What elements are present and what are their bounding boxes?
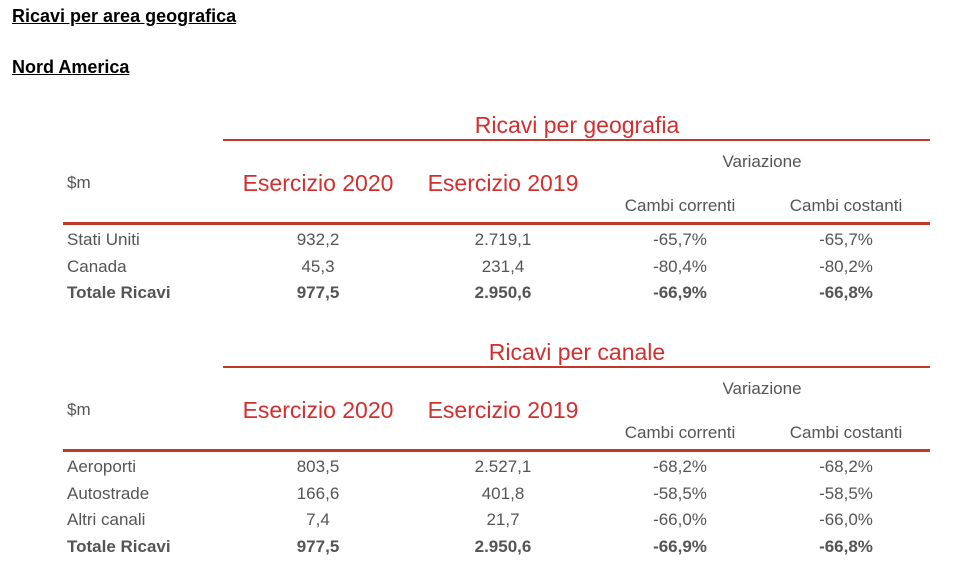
value-2019: 2.527,1	[474, 457, 532, 476]
change-current-fx: -65,7%	[653, 230, 707, 249]
region-heading: Nord America	[12, 57, 130, 77]
value-2020: 7,4	[306, 510, 330, 529]
value-2020: 803,5	[296, 457, 340, 476]
page-heading: Ricavi per area geografica	[12, 6, 237, 26]
unit-label: $m	[67, 400, 91, 419]
change-constant-fx: -65,7%	[819, 230, 873, 249]
unit-label: $m	[67, 173, 91, 192]
value-2019: 2.950,6	[474, 536, 532, 556]
header-divider	[63, 222, 930, 225]
value-2019: 401,8	[481, 483, 525, 503]
row-label: Stati Uniti	[67, 230, 140, 249]
column-header-2019: Esercizio 2019	[427, 397, 579, 423]
table-title: Ricavi per canale	[488, 339, 666, 365]
change-constant-fx: -66,8%	[819, 536, 873, 556]
row-label: Aeroporti	[67, 457, 136, 476]
change-current-fx: -66,9%	[653, 283, 707, 302]
change-constant-fx: -80,2%	[819, 256, 873, 276]
variazione-header: Variazione	[722, 379, 802, 398]
row-label: Altri canali	[67, 510, 146, 529]
variazione-header: Variazione	[722, 152, 802, 171]
row-label: Totale Ricavi	[67, 283, 171, 302]
value-2020: 45,3	[301, 256, 335, 276]
value-2020: 977,5	[296, 536, 340, 556]
table-title: Ricavi per geografia	[474, 112, 680, 138]
column-header-2020: Esercizio 2020	[242, 170, 394, 196]
column-header-cambi-correnti: Cambi correnti	[624, 196, 736, 215]
change-constant-fx: -66,0%	[819, 510, 873, 529]
value-2019: 231,4	[481, 256, 525, 276]
value-2019: 2.719,1	[474, 230, 532, 249]
row-label: Autostrade	[67, 483, 150, 503]
row-label: Totale Ricavi	[67, 536, 171, 556]
header-divider	[63, 449, 930, 452]
change-current-fx: -66,0%	[653, 510, 707, 529]
column-header-cambi-costanti: Cambi costanti	[789, 423, 903, 442]
revenue-table: Ricavi per geografia $m Esercizio 2020 E…	[0, 112, 954, 339]
value-2019: 2.950,6	[474, 283, 532, 302]
title-divider	[223, 139, 930, 141]
value-2020: 166,6	[296, 483, 340, 503]
change-current-fx: -66,9%	[653, 536, 707, 556]
value-2020: 977,5	[296, 283, 340, 302]
title-divider	[223, 366, 930, 368]
change-current-fx: -68,2%	[653, 457, 707, 476]
value-2020: 932,2	[296, 230, 340, 249]
column-header-2020: Esercizio 2020	[242, 397, 394, 423]
change-constant-fx: -68,2%	[819, 457, 873, 476]
column-header-cambi-correnti: Cambi correnti	[624, 423, 736, 442]
value-2019: 21,7	[486, 510, 520, 529]
change-constant-fx: -58,5%	[819, 483, 873, 503]
revenue-table: Ricavi per canale $m Esercizio 2020 Eser…	[0, 339, 954, 566]
row-label: Canada	[67, 256, 127, 276]
column-header-cambi-costanti: Cambi costanti	[789, 196, 903, 215]
change-constant-fx: -66,8%	[819, 283, 873, 302]
change-current-fx: -80,4%	[653, 256, 707, 276]
change-current-fx: -58,5%	[653, 483, 707, 503]
column-header-2019: Esercizio 2019	[427, 170, 579, 196]
